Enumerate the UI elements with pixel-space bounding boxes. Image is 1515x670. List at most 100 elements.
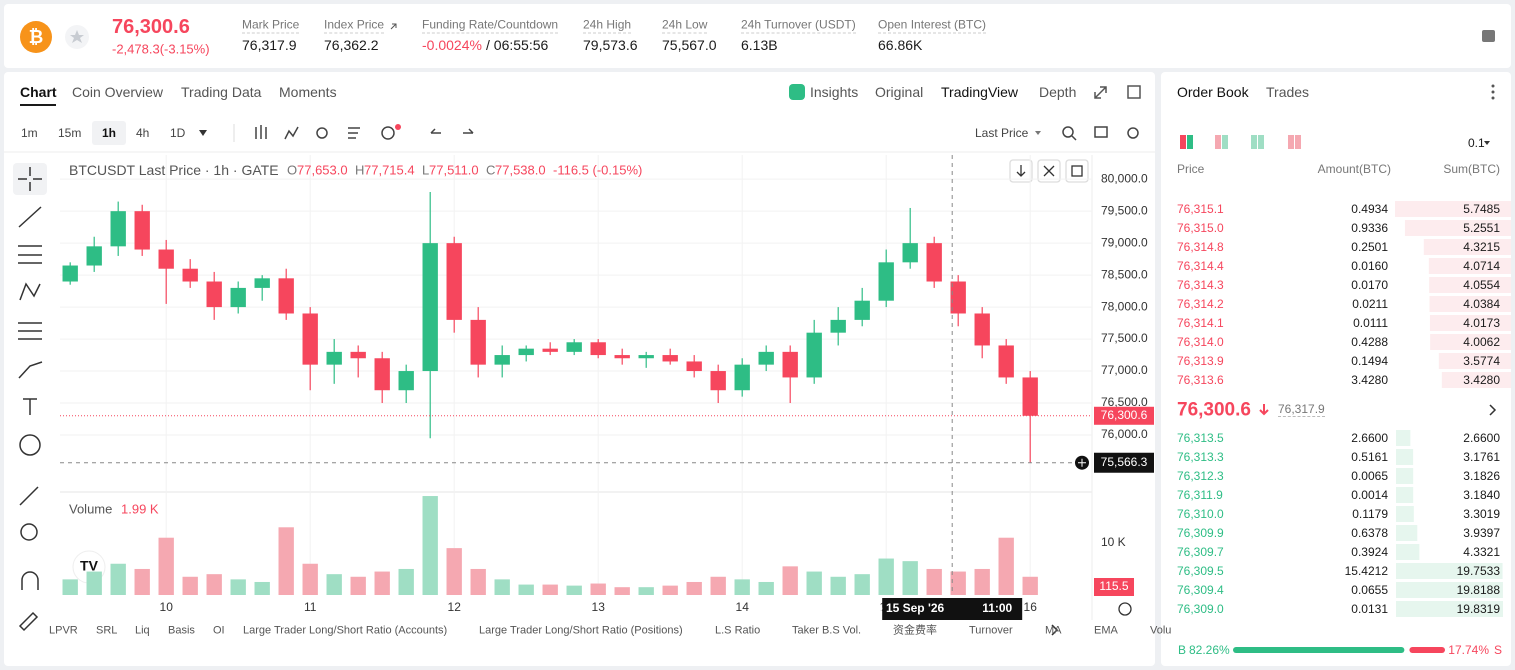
indicator[interactable]: Turnover [969,624,1013,637]
candle-body [638,355,654,359]
volume-bar [182,576,198,595]
book-price[interactable]: 76,309.0 [1177,602,1224,616]
volume-bar [422,496,438,595]
column-header: Amount(BTC) [1317,162,1391,176]
indicator[interactable]: OI [213,624,225,637]
volume-bar [350,576,366,595]
book-price[interactable]: 76,309.9 [1177,526,1224,540]
indicator[interactable]: L.S Ratio [715,624,761,637]
more-icon[interactable] [1491,84,1495,88]
book-price[interactable]: 76,309.4 [1177,583,1224,597]
y-tick-label: 76,000.0 [1101,427,1148,441]
expand-icon[interactable] [1094,86,1107,99]
volume-bar [110,563,126,595]
book-sum: 3.3019 [1463,507,1500,521]
book-price[interactable]: 76,309.7 [1177,545,1224,559]
depth-bar [1429,277,1511,293]
indicator[interactable]: Large Trader Long/Short Ratio (Accounts) [243,624,448,637]
view-tab[interactable]: Depth [1039,84,1077,100]
chart-tab[interactable]: Chart [20,84,57,100]
indicator[interactable]: EMA [1094,624,1118,637]
indicator[interactable]: 资金费率 [893,624,937,637]
precision-dropdown[interactable] [1484,141,1490,145]
volume-bar [662,585,678,595]
book-price[interactable]: 76,313.3 [1177,450,1224,464]
interval[interactable]: 1D [170,126,186,140]
precision[interactable]: 0.1 [1468,136,1485,150]
indicator[interactable]: Taker B.S Vol. [792,624,862,637]
expand-arrow[interactable] [1489,404,1497,416]
chart-corner-buttons[interactable] [1009,159,1089,183]
book-icon[interactable] [1482,30,1495,42]
chart-tab[interactable]: Moments [279,84,337,100]
stat-label: Index Price [324,17,385,34]
legend-value: 77,538.0 [495,162,546,178]
more-icon[interactable] [1491,96,1495,100]
volume-bar [134,568,150,595]
volume-bar [638,587,654,595]
book-price[interactable]: 76,314.1 [1177,316,1224,330]
book-price[interactable]: 76,312.3 [1177,469,1224,483]
book-sum: 3.1840 [1463,488,1500,502]
mid-price: 76,300.6 [1177,399,1251,421]
buy-ratio-bar [1233,647,1405,653]
book-price[interactable]: 76,314.0 [1177,335,1224,349]
more-icon[interactable] [1491,90,1495,94]
book-amount: 0.0170 [1351,278,1388,292]
indicator[interactable]: Volu [1150,624,1172,637]
book-price[interactable]: 76,311.9 [1177,488,1223,502]
book-sum: 5.2551 [1463,221,1500,235]
view-tab[interactable]: TradingView [941,84,1019,100]
y-tick-label: 80,000.0 [1101,171,1148,185]
candle-body [1022,377,1038,416]
book-sum: 19.7533 [1456,564,1500,578]
stat-value: 76,317.9 [242,37,297,53]
book-price[interactable]: 76,315.0 [1177,221,1224,235]
book-tab[interactable]: Trades [1266,84,1310,100]
book-price[interactable]: 76,314.2 [1177,297,1224,311]
book-price[interactable]: 76,314.4 [1177,259,1224,273]
window-icon[interactable] [1127,85,1141,99]
volume-last-label: 115.5 [1099,579,1128,593]
chart-tab[interactable]: Coin Overview [72,84,164,100]
interval[interactable]: 4h [136,126,150,140]
volume-bar [590,583,606,595]
indicator[interactable]: LPVR [49,624,78,637]
crosshair-add-plus [1078,458,1086,467]
toolbar-icons[interactable] [255,125,1139,141]
book-price[interactable]: 76,314.3 [1177,278,1224,292]
dropdown-icon[interactable] [1035,131,1041,135]
dropdown-icon[interactable] [199,130,207,136]
indicator[interactable]: Basis [168,624,195,637]
indicator[interactable]: Liq [135,624,150,637]
book-price[interactable]: 76,313.6 [1177,373,1224,387]
view-tab[interactable]: Insights [810,84,859,100]
book-layout-icons[interactable] [1180,135,1301,149]
book-price[interactable]: 76,314.8 [1177,240,1224,254]
book-price[interactable]: 76,313.5 [1177,431,1224,445]
price-type[interactable]: Last Price [975,126,1029,140]
coin-logo [20,21,52,53]
candle-body [758,351,774,365]
chart-tab[interactable]: Trading Data [181,84,262,100]
indicator[interactable]: MA [1045,624,1062,637]
book-price[interactable]: 76,313.9 [1177,354,1224,368]
view-tab[interactable]: Original [875,84,924,100]
indicator[interactable]: Large Trader Long/Short Ratio (Positions… [479,624,683,637]
book-tab[interactable]: Order Book [1177,84,1249,100]
interval[interactable]: 15m [58,126,82,140]
book-price[interactable]: 76,309.5 [1177,564,1224,578]
stat-value: -0.0024% [422,37,482,53]
indicator[interactable]: SRL [96,624,118,637]
coin-logo-glyph: ₿ [29,27,44,47]
drawing-tools[interactable] [18,167,43,632]
book-price[interactable]: 76,315.1 [1177,202,1224,216]
interval[interactable]: 1m [21,126,38,140]
candle-body [806,332,822,378]
book-price[interactable]: 76,310.0 [1177,507,1224,521]
more-indicators[interactable] [1051,624,1059,636]
candle-body [974,313,990,346]
settings-icon[interactable] [1118,602,1132,616]
candle-body [950,281,966,314]
interval[interactable]: 1h [102,126,117,140]
